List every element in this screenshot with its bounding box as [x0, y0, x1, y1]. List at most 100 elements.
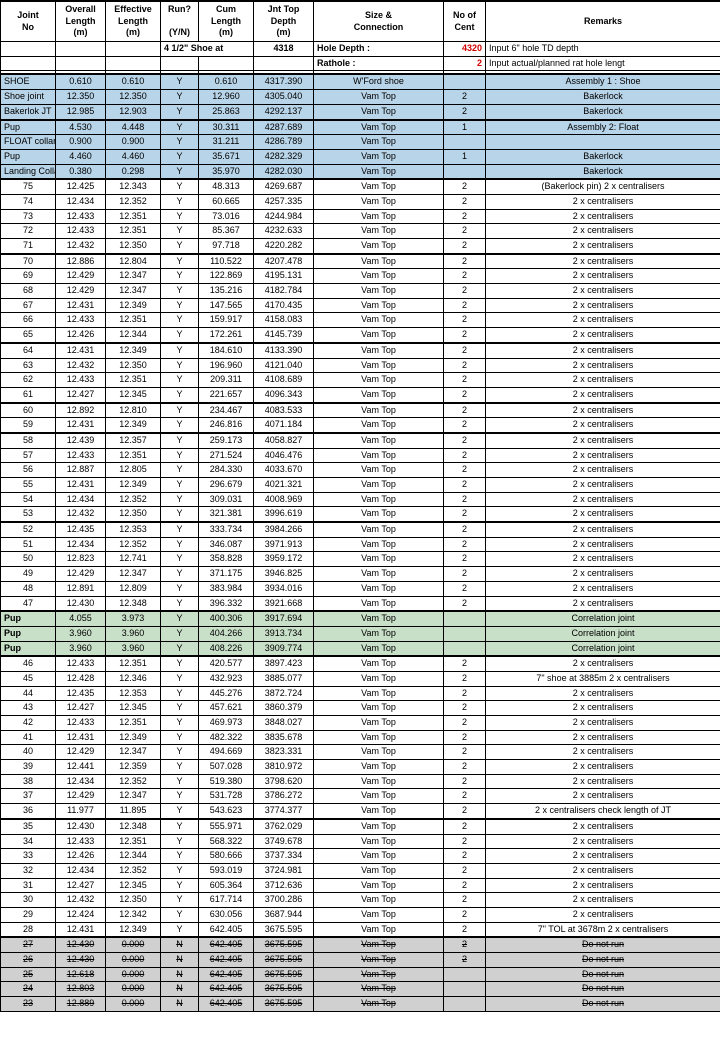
cell: 27	[1, 937, 56, 952]
cell: 2 x centralisers	[486, 224, 720, 239]
cell: 12.434	[56, 492, 106, 507]
cell: Y	[161, 135, 199, 150]
cell: 568.322	[199, 834, 254, 849]
cell: 2 x centralisers	[486, 433, 720, 448]
table-row: 7012.88612.804Y110.5224207.478Vam Top22 …	[1, 254, 720, 269]
col-overall-length: OverallLength(m)	[56, 1, 106, 42]
cell: Assembly 2: Float	[486, 120, 720, 135]
cell: Y	[161, 745, 199, 760]
cell: 12.434	[56, 863, 106, 878]
cell: 45	[1, 671, 56, 686]
table-row: 4512.42812.346Y432.9233885.077Vam Top27"…	[1, 671, 720, 686]
rathole-value[interactable]: 2	[444, 56, 486, 71]
cell: 7" shoe at 3885m 2 x centralisers	[486, 671, 720, 686]
cell: Y	[161, 834, 199, 849]
cell: 2 x centralisers	[486, 358, 720, 373]
cell: 65	[1, 328, 56, 343]
cell: 2 x centralisers	[486, 907, 720, 922]
cell: 580.666	[199, 849, 254, 864]
cell: Y	[161, 478, 199, 493]
cell: 2	[444, 209, 486, 224]
cell: Vam Top	[314, 387, 444, 402]
cell: 3675.595	[254, 982, 314, 997]
cell: 432.923	[199, 671, 254, 686]
cell: 3959.172	[254, 552, 314, 567]
cell: 2 x centralisers	[486, 716, 720, 731]
cell: 4133.390	[254, 343, 314, 358]
col-cum-length: CumLength(m)	[199, 1, 254, 42]
table-row: 6512.42612.344Y172.2614145.739Vam Top22 …	[1, 328, 720, 343]
table-row: 5612.88712.805Y284.3304033.670Vam Top22 …	[1, 463, 720, 478]
cell: 0.000	[106, 982, 161, 997]
cell: 12.348	[106, 819, 161, 834]
cell: 73	[1, 209, 56, 224]
cell: 47	[1, 596, 56, 611]
cell: 55	[1, 478, 56, 493]
cell: 12.823	[56, 552, 106, 567]
cell: 4182.784	[254, 284, 314, 299]
cell: 2	[444, 671, 486, 686]
cell: Vam Top	[314, 552, 444, 567]
cell: 73.016	[199, 209, 254, 224]
cell: Bakerlock	[486, 104, 720, 119]
cell: 12.348	[106, 596, 161, 611]
cell: 3786.272	[254, 789, 314, 804]
cell: Y	[161, 209, 199, 224]
cell: 12.350	[106, 90, 161, 105]
cell: 2	[444, 433, 486, 448]
cell: 56	[1, 463, 56, 478]
table-row: 6812.42912.347Y135.2164182.784Vam Top22 …	[1, 284, 720, 299]
cell: 64	[1, 343, 56, 358]
cell: 642.405	[199, 937, 254, 952]
cell	[444, 164, 486, 179]
cell: 12.431	[56, 922, 106, 937]
cell: Y	[161, 433, 199, 448]
table-row: 7312.43312.351Y73.0164244.984Vam Top22 x…	[1, 209, 720, 224]
cell: 59	[1, 418, 56, 433]
cell: Y	[161, 671, 199, 686]
cell: 2	[444, 104, 486, 119]
hole-depth-value[interactable]: 4320	[444, 42, 486, 57]
cell: 97.718	[199, 239, 254, 254]
cell: 2	[444, 313, 486, 328]
cell: 4305.040	[254, 90, 314, 105]
cell: 159.917	[199, 313, 254, 328]
cell: 12.903	[106, 104, 161, 119]
cell: 2 x centralisers	[486, 463, 720, 478]
cell: Y	[161, 343, 199, 358]
cell: 12.351	[106, 656, 161, 671]
cell: 12.426	[56, 849, 106, 864]
cell: 1	[444, 120, 486, 135]
cell: Y	[161, 298, 199, 313]
cell: 72	[1, 224, 56, 239]
cell: Y	[161, 492, 199, 507]
cell: 12.426	[56, 328, 106, 343]
cell	[444, 611, 486, 626]
cell: 2 x centralisers	[486, 239, 720, 254]
table-row: 3611.97711.895Y543.6233774.377Vam Top22 …	[1, 804, 720, 819]
cell: 12.345	[106, 878, 161, 893]
cell: 2 x centralisers	[486, 596, 720, 611]
cell: 66	[1, 313, 56, 328]
cell: Y	[161, 819, 199, 834]
table-row: 6012.89212.810Y234.4674083.533Vam Top22 …	[1, 403, 720, 418]
cell: 12.960	[199, 90, 254, 105]
cell: 2 x centralisers	[486, 507, 720, 522]
cell: Y	[161, 863, 199, 878]
cell	[444, 982, 486, 997]
rathole-label: Rathole :	[314, 56, 444, 71]
cell: Y	[161, 358, 199, 373]
cell: Vam Top	[314, 596, 444, 611]
cell: 2	[444, 656, 486, 671]
cell: 196.960	[199, 358, 254, 373]
table-row: 2512.6180.000N642.4053675.595Vam TopDo n…	[1, 967, 720, 982]
cell: Y	[161, 922, 199, 937]
cell: 4071.184	[254, 418, 314, 433]
cell: 642.405	[199, 922, 254, 937]
cell: Vam Top	[314, 849, 444, 864]
cell: 2	[444, 448, 486, 463]
cell: 3810.972	[254, 760, 314, 775]
shoe-at-label: 4 1/2" Shoe at	[161, 42, 254, 57]
cell: 12.349	[106, 418, 161, 433]
cell: 60	[1, 403, 56, 418]
